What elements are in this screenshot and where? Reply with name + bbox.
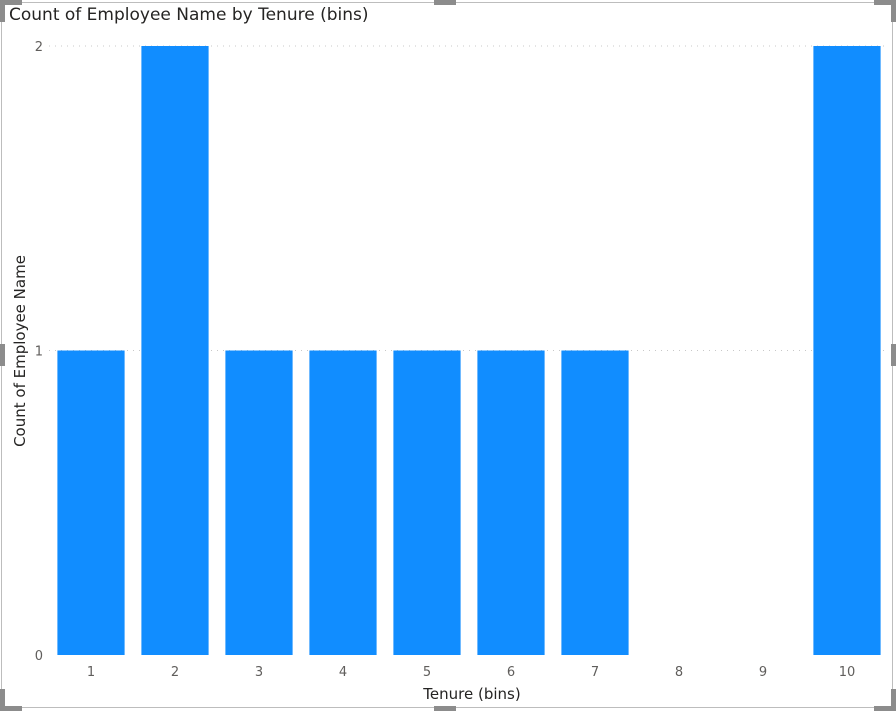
y-tick-label: 2 [35, 40, 43, 55]
resize-handle-bottom-right[interactable] [874, 706, 896, 711]
gridlines [49, 45, 889, 351]
x-axis-title: Tenure (bins) [422, 685, 520, 703]
resize-handle-bottom-left[interactable] [0, 706, 22, 711]
x-tick-label: 5 [423, 665, 431, 680]
resize-handle-bottom[interactable] [434, 706, 456, 711]
x-tick-label: 10 [839, 665, 856, 680]
bar-5[interactable] [393, 350, 461, 656]
x-tick-label: 8 [675, 665, 683, 680]
resize-handle-top-right-v[interactable] [891, 0, 896, 22]
resize-handle-left[interactable] [0, 344, 5, 366]
y-tick-labels: 0 1 2 [35, 40, 43, 664]
bar-1[interactable] [57, 350, 125, 656]
bar-3[interactable] [225, 350, 293, 656]
bar-2[interactable] [141, 46, 209, 655]
resize-handle-right[interactable] [891, 344, 896, 366]
resize-handle-bottom-left-v[interactable] [0, 689, 5, 711]
bar-4[interactable] [309, 350, 377, 656]
y-tick-label: 0 [35, 649, 43, 664]
x-tick-label: 9 [759, 665, 767, 680]
bar-10[interactable] [813, 46, 881, 655]
resize-handle-bottom-right-v[interactable] [891, 689, 896, 711]
x-tick-label: 1 [87, 665, 95, 680]
x-tick-label: 7 [591, 665, 599, 680]
resize-handle-top-left-v[interactable] [0, 0, 5, 22]
x-tick-label: 6 [507, 665, 515, 680]
x-tick-labels: 1 2 3 4 5 6 7 8 9 10 [87, 665, 855, 680]
y-axis-title: Count of Employee Name [11, 255, 29, 447]
bar-6[interactable] [477, 350, 545, 656]
x-tick-label: 2 [171, 665, 179, 680]
y-tick-label: 1 [35, 345, 43, 360]
bars [57, 46, 881, 656]
chart-title: Count of Employee Name by Tenure (bins) [9, 5, 369, 25]
resize-handle-top[interactable] [434, 0, 456, 5]
resize-handle-top-left[interactable] [0, 0, 22, 5]
x-tick-label: 3 [255, 665, 263, 680]
resize-handle-top-right[interactable] [874, 0, 896, 5]
x-tick-label: 4 [339, 665, 347, 680]
bar-7[interactable] [561, 350, 629, 656]
